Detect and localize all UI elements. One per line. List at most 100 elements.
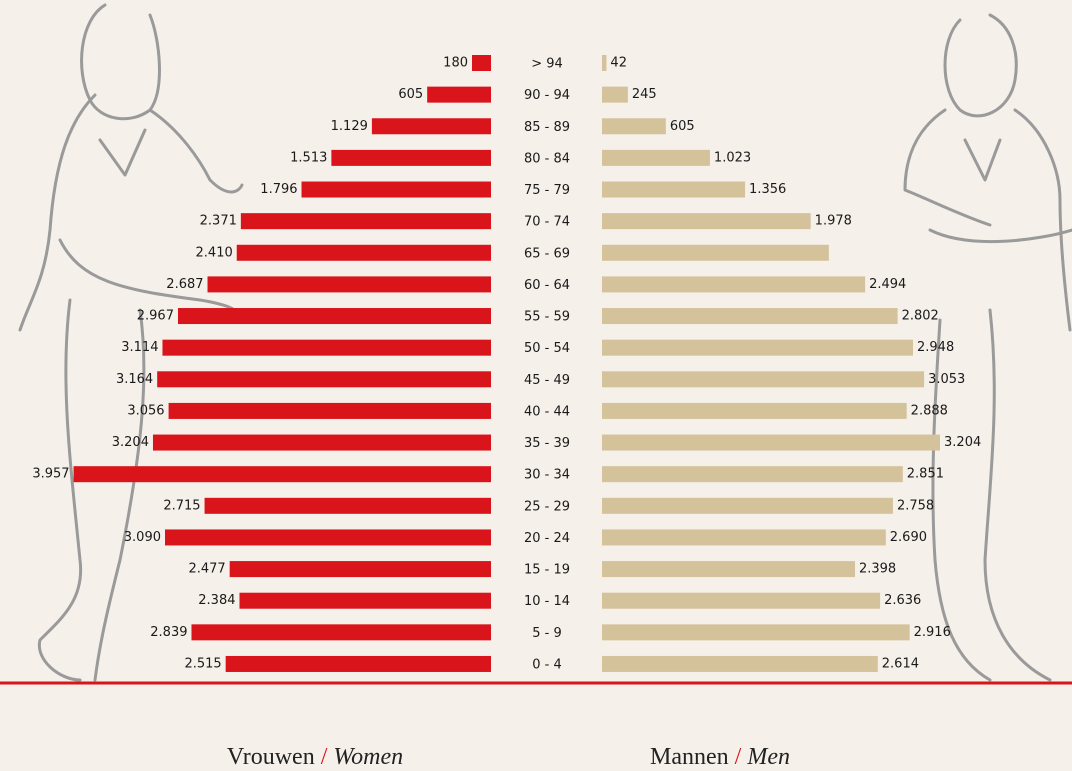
- value-label: 1.356: [749, 182, 786, 197]
- value-label: 1.023: [714, 150, 751, 165]
- value-label: 180: [443, 56, 468, 71]
- bar: [602, 497, 893, 514]
- age-label: 90 - 94: [524, 88, 570, 103]
- value-label: 2.802: [902, 309, 939, 324]
- age-label: 55 - 59: [524, 310, 570, 325]
- bar: [225, 655, 492, 672]
- bar: [602, 213, 811, 230]
- bar: [602, 371, 925, 388]
- value-label: 2.758: [897, 498, 934, 513]
- value-label: 605: [670, 119, 695, 134]
- legend-label: Mannen: [650, 744, 729, 770]
- bar: [73, 466, 491, 483]
- bar: [602, 592, 881, 609]
- bar: [602, 339, 914, 356]
- value-label: 3.090: [124, 530, 161, 545]
- bar: [191, 624, 491, 641]
- bar: [207, 276, 492, 293]
- age-label: 60 - 64: [524, 278, 570, 293]
- value-label: 2.687: [166, 277, 203, 292]
- bar: [602, 276, 866, 293]
- age-label: 35 - 39: [524, 436, 570, 451]
- bar: [602, 118, 666, 135]
- age-label: 50 - 54: [524, 341, 570, 356]
- value-label: 3.957: [32, 467, 69, 482]
- bar: [602, 529, 886, 546]
- bar: [239, 592, 491, 609]
- bar: [162, 339, 491, 356]
- value-label: 42: [610, 56, 627, 71]
- age-label: > 94: [531, 57, 563, 72]
- age-label: 20 - 24: [524, 531, 570, 546]
- value-label: 605: [398, 87, 423, 102]
- value-label: 2.916: [914, 625, 951, 640]
- bar: [602, 244, 829, 261]
- value-label: 2.967: [137, 309, 174, 324]
- bar: [602, 655, 878, 672]
- age-label: 85 - 89: [524, 120, 570, 135]
- value-label: 3.056: [127, 403, 164, 418]
- age-label: 65 - 69: [524, 246, 570, 261]
- legend-label: Vrouwen: [227, 744, 315, 770]
- value-label: 3.053: [928, 372, 965, 387]
- bar: [602, 181, 746, 198]
- value-label: 2.398: [859, 562, 896, 577]
- value-label: 1.513: [290, 150, 327, 165]
- bar: [240, 213, 491, 230]
- bar: [204, 497, 491, 514]
- bar: [152, 434, 491, 451]
- figure-woman: [18, 3, 244, 682]
- bar: [229, 561, 491, 578]
- bar: [157, 371, 491, 388]
- bar: [602, 434, 941, 451]
- value-label: 2.384: [198, 593, 235, 608]
- legend-separator: /: [735, 744, 742, 770]
- value-label: 1.978: [815, 214, 852, 229]
- bar: [602, 402, 907, 419]
- value-label: 1.129: [331, 119, 368, 134]
- bar: [472, 55, 491, 71]
- value-label: 2.494: [869, 277, 906, 292]
- value-label: 2.690: [890, 530, 927, 545]
- bar: [371, 118, 491, 135]
- value-label: 2.851: [907, 467, 944, 482]
- value-label: 2.614: [882, 656, 919, 671]
- age-label: 30 - 34: [524, 468, 570, 483]
- age-label: 80 - 84: [524, 151, 570, 166]
- legend-label-en: Men: [746, 744, 790, 770]
- value-label: 3.204: [112, 435, 149, 450]
- legend-men: Mannen / Men: [650, 744, 790, 770]
- bar: [331, 149, 491, 166]
- value-label: 3.114: [121, 340, 158, 355]
- age-label: 15 - 19: [524, 563, 570, 578]
- value-label: 2.371: [200, 214, 237, 229]
- age-label: 75 - 79: [524, 183, 570, 198]
- value-label: 2.888: [911, 403, 948, 418]
- bar: [177, 308, 491, 325]
- age-label: 70 - 74: [524, 215, 570, 230]
- age-label: 0 - 4: [532, 657, 562, 672]
- figure-man: [903, 13, 1072, 682]
- legend-women: Vrouwen / Women: [227, 744, 403, 770]
- legend-label-en: Women: [333, 744, 403, 770]
- value-label: 2.636: [884, 593, 921, 608]
- bar: [602, 561, 855, 578]
- bar: [602, 308, 898, 325]
- bar: [301, 181, 491, 198]
- value-label: 245: [632, 87, 657, 102]
- bar: [602, 86, 628, 103]
- value-label: 1.796: [260, 182, 297, 197]
- value-label: 3.164: [116, 372, 153, 387]
- bar: [165, 529, 491, 546]
- bar: [602, 55, 607, 71]
- value-label: 2.839: [150, 625, 187, 640]
- bar: [602, 149, 710, 166]
- age-label: 5 - 9: [532, 626, 562, 641]
- value-label: 3.204: [944, 435, 981, 450]
- value-label: 2.515: [184, 656, 221, 671]
- bar: [168, 402, 492, 419]
- value-label: 2.477: [188, 562, 225, 577]
- legend-separator: /: [321, 744, 328, 770]
